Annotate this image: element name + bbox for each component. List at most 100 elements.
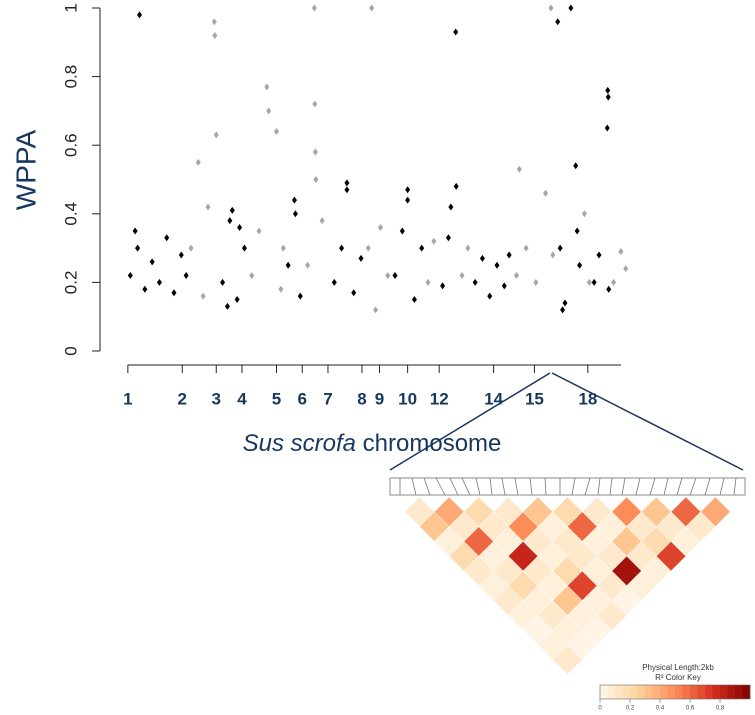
point <box>440 282 446 290</box>
colorbar-swatch <box>660 685 668 699</box>
x-tick-label: 12 <box>430 389 449 408</box>
point <box>256 227 262 235</box>
colorbar-swatch <box>637 685 646 699</box>
point <box>211 18 217 26</box>
colorbar-swatch <box>652 685 661 699</box>
colorbar-swatch <box>735 685 743 699</box>
point <box>339 244 345 252</box>
point <box>365 244 371 252</box>
point <box>431 237 437 245</box>
colorbar-tick-label: 0.6 <box>686 706 695 712</box>
colorbar-swatch <box>690 685 698 699</box>
point <box>506 251 512 259</box>
x-tick-label: 3 <box>212 389 221 408</box>
point <box>392 272 398 280</box>
callout-line <box>551 372 744 471</box>
point <box>513 272 519 280</box>
point <box>135 244 141 252</box>
point <box>562 299 568 307</box>
x-axis-title-italic: Sus scrofa <box>243 430 356 457</box>
point <box>523 244 529 252</box>
ld-cell <box>700 496 731 527</box>
point <box>405 186 411 194</box>
point <box>516 165 522 173</box>
point <box>156 278 162 286</box>
point <box>311 4 317 12</box>
x-axis-title: Sus scrofa chromosome <box>243 430 502 457</box>
y-tick-label: 0.2 <box>61 271 80 295</box>
x-tick-label: 5 <box>272 389 281 408</box>
x-tick-label: 7 <box>323 389 332 408</box>
point <box>399 227 405 235</box>
point <box>178 251 184 259</box>
point <box>501 282 507 290</box>
colorbar-swatch <box>607 685 616 699</box>
x-tick-label: 14 <box>484 389 503 408</box>
point <box>453 182 459 190</box>
point <box>319 217 325 225</box>
point <box>472 278 478 286</box>
point <box>237 224 243 232</box>
point <box>411 296 417 304</box>
point <box>494 261 500 269</box>
y-tick-label: 0.4 <box>61 202 80 226</box>
y-tick-label: 0 <box>61 346 80 355</box>
point <box>297 292 303 300</box>
point <box>212 31 218 39</box>
point <box>227 217 233 225</box>
point <box>234 296 240 304</box>
point <box>605 86 611 94</box>
point <box>453 28 459 36</box>
colorbar-swatch <box>697 685 706 699</box>
point <box>249 272 255 280</box>
point <box>137 11 143 19</box>
point <box>604 124 610 132</box>
point <box>331 278 337 286</box>
point <box>188 244 194 252</box>
point <box>479 254 485 262</box>
point <box>548 4 554 12</box>
colorbar-title: R² Color Key <box>655 673 701 682</box>
point <box>344 179 350 187</box>
point <box>280 244 286 252</box>
point <box>373 306 379 314</box>
point <box>568 4 574 12</box>
x-tick-label: 2 <box>178 389 187 408</box>
colorbar-swatch <box>727 685 736 699</box>
y-axis-title: WPPA <box>10 129 41 210</box>
point <box>220 278 226 286</box>
point <box>183 272 189 280</box>
point <box>385 272 391 280</box>
point <box>200 292 206 300</box>
colorbar-swatch <box>675 685 683 699</box>
point <box>586 278 592 286</box>
colorbar-tick-label: 0.4 <box>656 706 665 712</box>
point <box>550 251 556 259</box>
colorbar-swatch <box>600 685 608 699</box>
x-tick-label: 8 <box>357 389 366 408</box>
point <box>543 189 549 197</box>
point <box>164 234 170 242</box>
snp-markers <box>389 477 746 496</box>
point <box>557 244 563 252</box>
point <box>487 292 493 300</box>
point <box>581 210 587 218</box>
colorbar-frame <box>599 684 751 700</box>
colorbar-swatch <box>720 685 728 699</box>
x-tick-label: 10 <box>398 389 417 408</box>
colorbar-swatch <box>705 685 713 699</box>
point <box>618 248 624 256</box>
colorbar-swatch <box>712 685 721 699</box>
point <box>611 278 617 286</box>
point <box>605 93 611 101</box>
point <box>351 289 357 297</box>
subtitle: Physical Length:2kb <box>642 663 714 672</box>
point <box>312 148 318 156</box>
point <box>344 186 350 194</box>
point <box>560 306 566 314</box>
point <box>224 302 230 310</box>
point <box>292 210 298 218</box>
point <box>573 162 579 170</box>
point <box>419 244 425 252</box>
